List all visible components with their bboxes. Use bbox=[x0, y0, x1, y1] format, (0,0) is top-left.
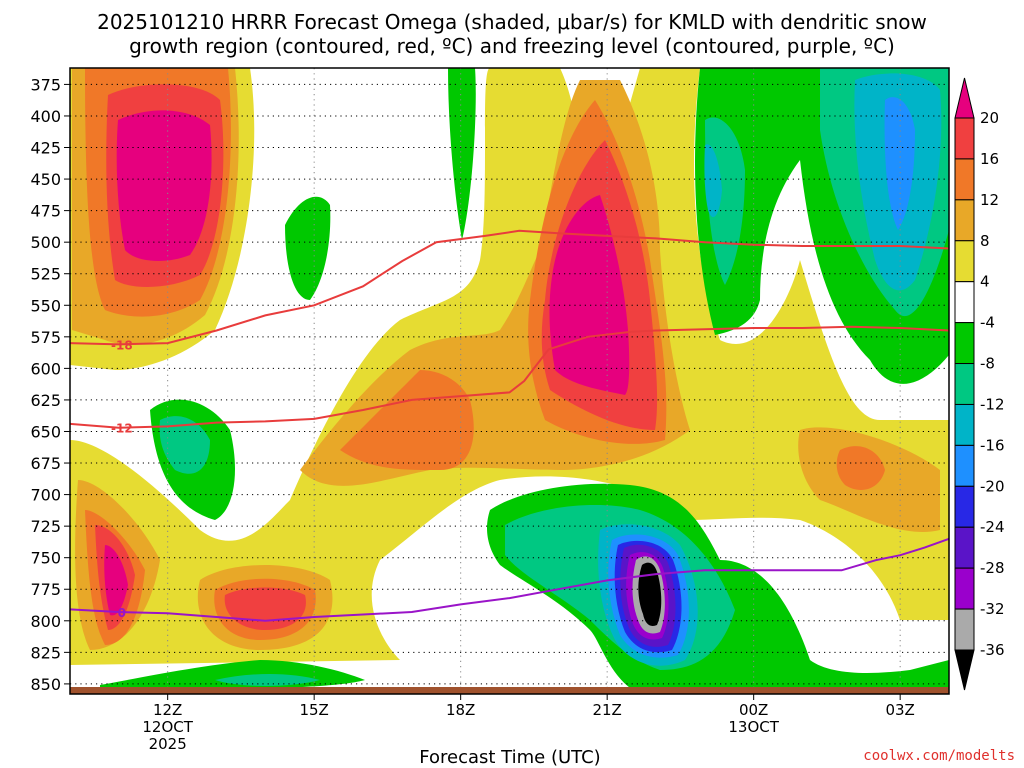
omega-band-gold bbox=[72, 68, 940, 650]
colorbar-box-7 bbox=[954, 403, 975, 446]
plot-area: -18 -12 0 bbox=[70, 68, 949, 694]
y-tick-label-850: 850 bbox=[30, 675, 61, 694]
colorbar-label-8: -16 bbox=[980, 436, 1005, 454]
x-tick-label-12Z: 12Z bbox=[153, 701, 182, 719]
y-tick-label-725: 725 bbox=[30, 517, 61, 536]
x-tick-label-03Z: 03Z bbox=[885, 701, 914, 719]
y-tick-label-600: 600 bbox=[30, 359, 61, 378]
y-tick-label-400: 400 bbox=[30, 107, 61, 126]
colorbar-box-2 bbox=[954, 199, 975, 242]
colorbar-box-0 bbox=[954, 117, 975, 160]
colorbar-label-0: 20 bbox=[980, 109, 999, 127]
y-tick-label-450: 450 bbox=[30, 170, 61, 189]
contour-freezing-level-0 bbox=[70, 537, 949, 622]
colorbar-box-1 bbox=[954, 158, 975, 201]
contour-label-dgz-minus-18: -18 bbox=[111, 338, 133, 352]
y-tick-label-550: 550 bbox=[30, 296, 61, 315]
y-tick-label-675: 675 bbox=[30, 454, 61, 473]
colorbar-box-10 bbox=[954, 526, 975, 569]
colorbar-label-7: -12 bbox=[980, 395, 1005, 413]
y-tick-label-525: 525 bbox=[30, 265, 61, 284]
x-tick-sublabel-00Z-0: 13OCT bbox=[728, 718, 779, 736]
x-tick-sublabel-12Z-1: 2025 bbox=[149, 735, 187, 753]
x-tick-label-21Z: 21Z bbox=[592, 701, 621, 719]
colorbar-box-9 bbox=[954, 485, 975, 528]
x-tick-sublabel-12Z-0: 12OCT bbox=[142, 718, 193, 736]
colorbar-box-6 bbox=[954, 363, 975, 405]
y-tick-label-750: 750 bbox=[30, 549, 61, 568]
colorbar-label-3: 8 bbox=[980, 232, 990, 250]
y-tick-label-625: 625 bbox=[30, 391, 61, 410]
y-tick-label-800: 800 bbox=[30, 612, 61, 631]
contour-dgz-minus-12 bbox=[70, 325, 949, 429]
y-tick-label-650: 650 bbox=[30, 422, 61, 441]
x-tick-label-18Z: 18Z bbox=[446, 701, 475, 719]
colorbar-label-12: -32 bbox=[980, 600, 1005, 618]
colorbar-box-8 bbox=[954, 444, 975, 487]
colorbar-label-11: -28 bbox=[980, 559, 1005, 577]
contour-label-freezing-level-0: 0 bbox=[118, 606, 126, 620]
colorbar-box-5 bbox=[954, 322, 975, 365]
colorbar-label-4: 4 bbox=[980, 273, 990, 291]
colorbar-bottom-arrow bbox=[954, 649, 975, 691]
colorbar-label-13: -36 bbox=[980, 641, 1005, 659]
chart-title-line1: 2025101210 HRRR Forecast Omega (shaded, … bbox=[97, 10, 927, 34]
colorbar-box-12 bbox=[954, 608, 975, 651]
chart-title-line2: growth region (contoured, red, ºC) and f… bbox=[129, 34, 895, 58]
y-tick-label-825: 825 bbox=[30, 643, 61, 662]
omega-band-black bbox=[638, 562, 662, 626]
colorbar-box-3 bbox=[954, 240, 975, 283]
omega-band-magenta bbox=[104, 110, 630, 616]
contours: -18 -12 0 bbox=[70, 229, 949, 622]
colorbar-label-10: -24 bbox=[980, 518, 1005, 536]
y-tick-label-700: 700 bbox=[30, 486, 61, 505]
colorbar-top-arrow bbox=[954, 77, 975, 119]
x-tick-label-00Z: 00Z bbox=[739, 701, 768, 719]
grid bbox=[70, 68, 949, 694]
contour-label-dgz-minus-12: -12 bbox=[111, 422, 133, 436]
colorbar: 20 16 12 8 4 -4 -8 -12 -16 -20 -24 -28 -32 -36 bbox=[954, 77, 1005, 691]
y-tick-label-775: 775 bbox=[30, 580, 61, 599]
terrain-band bbox=[70, 687, 949, 694]
plot-frame bbox=[69, 67, 950, 695]
colorbar-label-5: -4 bbox=[980, 314, 995, 332]
y-tick-label-475: 475 bbox=[30, 202, 61, 221]
y-axis: 375 400 425 450 475 500 525 550 575 600 625 650 675 7… bbox=[30, 75, 70, 694]
contour-dgz-minus-18 bbox=[70, 229, 949, 346]
colorbar-label-2: 12 bbox=[980, 191, 999, 209]
omega-shading bbox=[70, 68, 949, 694]
y-tick-label-500: 500 bbox=[30, 233, 61, 252]
colorbar-label-6: -8 bbox=[980, 355, 995, 373]
x-axis-title: Forecast Time (UTC) bbox=[419, 747, 600, 768]
colorbar-label-1: 16 bbox=[980, 150, 999, 168]
colorbar-box-4 bbox=[954, 281, 975, 324]
credit-link[interactable]: coolwx.com/modelts bbox=[863, 748, 1015, 764]
x-tick-label-15Z: 15Z bbox=[299, 701, 328, 719]
y-tick-label-375: 375 bbox=[30, 75, 61, 94]
y-tick-label-575: 575 bbox=[30, 328, 61, 347]
colorbar-label-9: -20 bbox=[980, 477, 1005, 495]
colorbar-box-11 bbox=[954, 567, 975, 610]
y-tick-label-425: 425 bbox=[30, 139, 61, 158]
